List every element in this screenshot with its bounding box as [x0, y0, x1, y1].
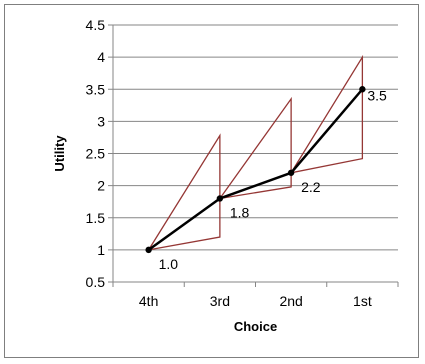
triangle-bound-2 [218, 96, 292, 200]
triangle-bound-1 [147, 133, 221, 251]
x-tick-label-4th: 4th [139, 293, 158, 309]
data-label-1st: 3.5 [367, 87, 387, 103]
axes [108, 24, 399, 287]
data-label-2nd: 2.2 [301, 179, 321, 195]
y-axis-title: Utility [52, 135, 67, 172]
y-tick-label: 0.5 [86, 274, 106, 290]
x-tick-label-1st: 1st [353, 293, 372, 309]
data-label-3rd: 1.8 [230, 204, 250, 220]
x-tick-label-2nd: 2nd [279, 293, 302, 309]
y-tick-label: 3.5 [86, 81, 106, 97]
y-tick-label: 4 [97, 49, 105, 65]
y-tick-label: 1 [97, 242, 105, 258]
series-line [147, 88, 364, 251]
y-tick-label: 3 [97, 113, 105, 129]
y-tick-label: 4.5 [86, 17, 106, 33]
y-tick-label: 1.5 [86, 210, 106, 226]
data-point-4th [145, 246, 152, 254]
utility-series [145, 86, 366, 254]
y-tick-label: 2 [97, 178, 105, 194]
data-point-3rd [216, 195, 224, 202]
gridlines [113, 24, 398, 251]
data-label-4th: 1.0 [159, 256, 179, 272]
x-axis-title: Choice [234, 319, 277, 334]
chart-frame [4, 4, 419, 358]
triangle-bounds [147, 54, 364, 251]
triangle-bound-3 [289, 54, 364, 174]
labels: 0.5 1 1.5 2 2.5 3 3.5 4 4.5 4th 3rd 2nd 1st 1.0 1.8 2.2… [86, 17, 388, 309]
data-point-1st [359, 86, 366, 93]
data-point-2nd [287, 169, 295, 176]
x-tick-label-3rd: 3rd [210, 293, 230, 309]
y-tick-label: 2.5 [86, 146, 106, 162]
